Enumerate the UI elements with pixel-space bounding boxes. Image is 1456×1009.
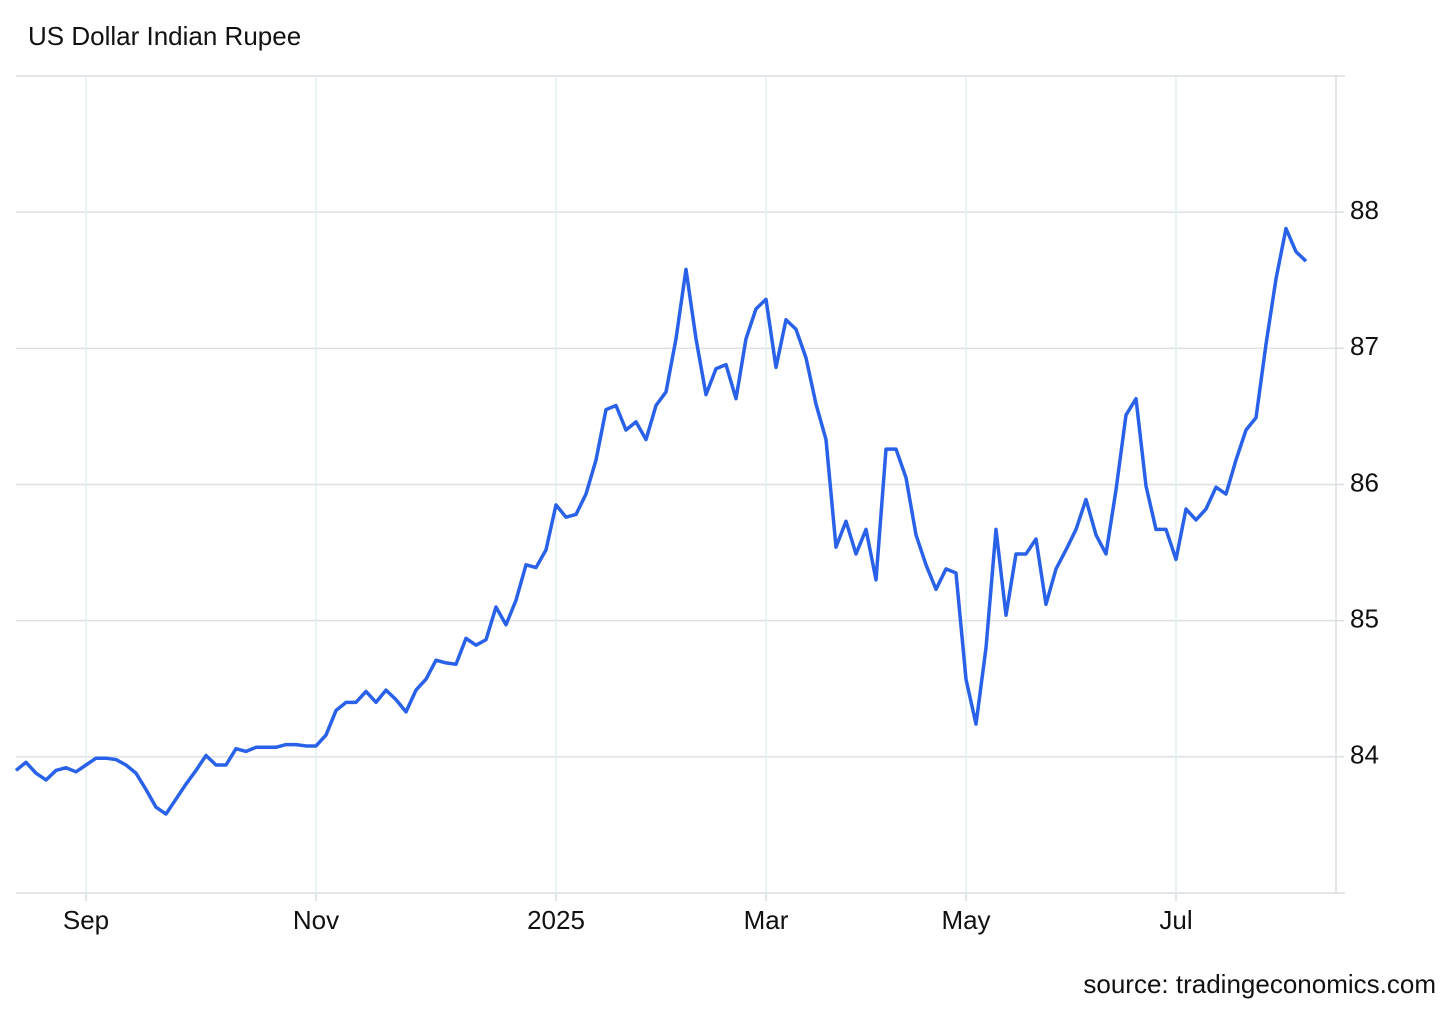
chart-title: US Dollar Indian Rupee [28, 21, 301, 51]
x-tick-label: May [941, 905, 990, 935]
x-tick-label: 2025 [527, 905, 585, 935]
y-tick-label: 88 [1350, 195, 1379, 225]
y-tick-label: 86 [1350, 467, 1379, 497]
y-tick-label: 87 [1350, 331, 1379, 361]
x-tick-label: Mar [744, 905, 789, 935]
x-tick-label: Nov [293, 905, 339, 935]
x-tick-label: Sep [63, 905, 109, 935]
data-line [14, 226, 1308, 816]
x-tick-label: Jul [1159, 905, 1192, 935]
y-tick-label: 84 [1350, 740, 1379, 770]
y-tick-label: 85 [1350, 604, 1379, 634]
source-note: source: tradingeconomics.com [1083, 969, 1436, 999]
